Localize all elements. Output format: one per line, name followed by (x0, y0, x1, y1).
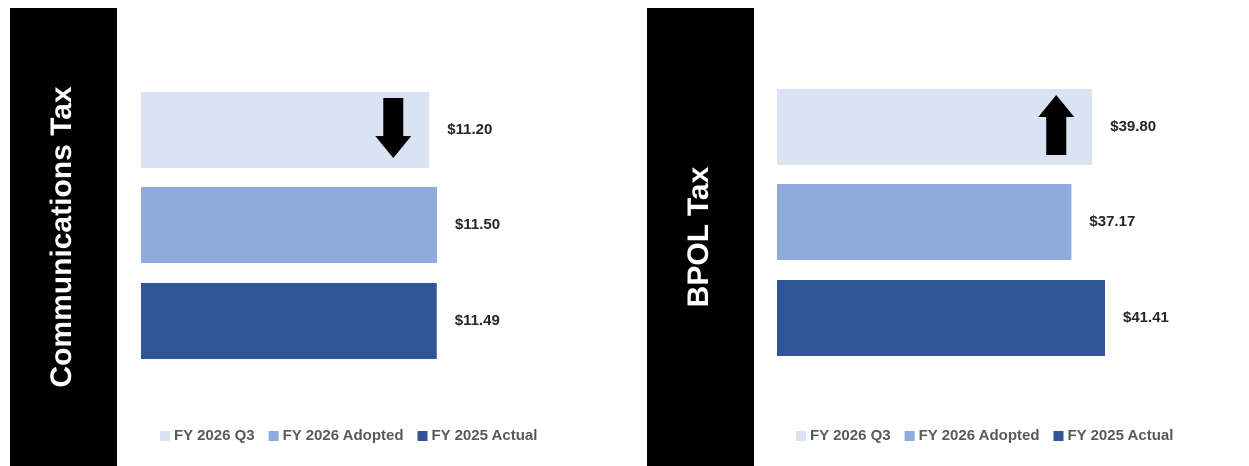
trend-arrow (375, 98, 412, 158)
title-panel (647, 8, 754, 466)
value-label: $37.17 (1089, 213, 1135, 230)
legend-label: FY 2026 Q3 (810, 427, 891, 444)
legend-swatch (268, 431, 279, 441)
chart-title: BPOL Tax (682, 166, 715, 307)
value-label: $11.50 (455, 216, 500, 233)
bar (141, 92, 430, 168)
legend-label: FY 2026 Adopted (919, 427, 1040, 444)
bar (777, 89, 1093, 165)
legend-swatch (1053, 431, 1064, 441)
legend-swatch (417, 431, 428, 441)
value-label: $39.80 (1110, 118, 1156, 135)
value-label: $41.41 (1123, 309, 1169, 326)
legend-label: FY 2025 Actual (1068, 427, 1174, 444)
value-label: $11.20 (447, 121, 492, 138)
legend-label: FY 2025 Actual (432, 427, 538, 444)
bar (141, 187, 437, 263)
legend-swatch (796, 431, 806, 441)
legend-swatch (904, 431, 915, 441)
bar (141, 283, 437, 359)
value-label: $11.49 (455, 312, 500, 329)
legend-label: FY 2026 Q3 (174, 427, 255, 444)
chart-title: Communications Tax (45, 86, 78, 387)
bar (777, 280, 1105, 356)
title-panel (10, 8, 117, 466)
trend-arrow (1038, 95, 1075, 155)
legend-swatch (160, 431, 170, 441)
legend-label: FY 2026 Adopted (283, 427, 404, 444)
bar (777, 184, 1072, 260)
